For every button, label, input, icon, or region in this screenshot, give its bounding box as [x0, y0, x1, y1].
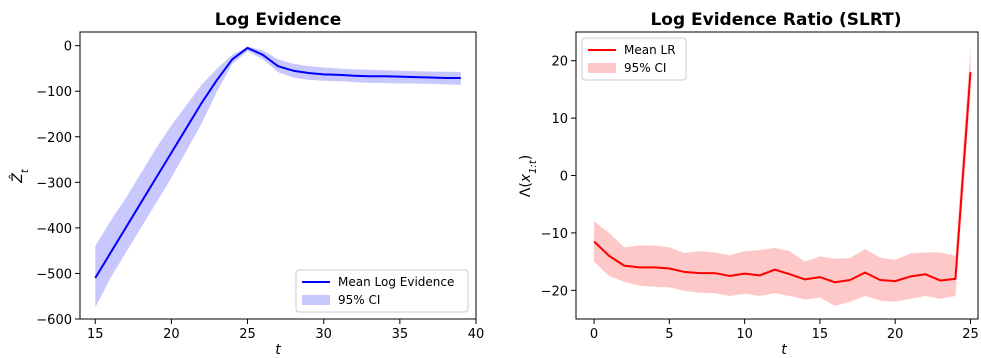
- plot-frame: [79, 31, 477, 320]
- y-tick-label: 0: [560, 170, 568, 185]
- legend-label: Mean Log Evidence: [338, 275, 454, 289]
- y-axis: 0 −100 −200 −300 −400 −500 −600: [36, 40, 80, 328]
- x-tick-label: 15: [812, 327, 829, 342]
- y-tick-label: −500: [36, 267, 72, 282]
- x-tick-label: 35: [392, 327, 409, 342]
- x-axis-label: t: [275, 342, 281, 358]
- legend-band-swatch: [302, 295, 330, 305]
- ci-band: [594, 46, 971, 306]
- ci-band-group: [95, 46, 461, 308]
- chart-title: Log Evidence: [215, 10, 342, 30]
- y-tick-label: −10: [541, 227, 568, 242]
- log-evidence-ratio-chart: Log Evidence Ratio (SLRT) 0 5 10 15 20 25 20 1…: [518, 10, 979, 358]
- x-tick-label: 5: [665, 327, 673, 342]
- x-tick-label: 30: [315, 327, 332, 342]
- x-tick-label: 20: [887, 327, 904, 342]
- y-tick-label: 20: [551, 55, 568, 70]
- chart-title: Log Evidence Ratio (SLRT): [650, 10, 901, 30]
- mean-line: [94, 46, 461, 279]
- log-evidence-chart: Log Evidence 15 20 25 30 35 40 0 −100 −200 −300 −…: [8, 10, 484, 358]
- y-tick-label: 10: [551, 112, 568, 127]
- x-axis: 0 5 10 15 20 25: [590, 319, 979, 342]
- x-axis-label: t: [781, 342, 787, 358]
- ci-band-group: [594, 46, 971, 306]
- y-tick-label: −400: [36, 222, 72, 237]
- legend: Mean Log Evidence 95% CI: [295, 269, 469, 313]
- y-tick-label: −300: [36, 176, 72, 191]
- x-tick-label: 25: [962, 327, 979, 342]
- y-tick-label: −600: [36, 313, 72, 328]
- x-tick-label: 15: [87, 327, 104, 342]
- y-axis-label: Λ(x1:t): [518, 155, 539, 197]
- mean-line-group: [593, 72, 972, 284]
- mean-line: [593, 72, 972, 284]
- y-tick-label: −100: [36, 85, 72, 100]
- x-tick-label: 20: [163, 327, 180, 342]
- x-tick-label: 25: [239, 327, 256, 342]
- x-tick-label: 40: [468, 327, 485, 342]
- y-tick-label: −200: [36, 131, 72, 146]
- legend-band-swatch: [588, 63, 616, 73]
- y-axis-label-subscript: t: [20, 168, 31, 173]
- y-tick-label: −20: [541, 284, 568, 299]
- y-axis-label: Ẑt: [8, 168, 31, 184]
- legend-label: 95% CI: [624, 61, 666, 75]
- legend-label: 95% CI: [338, 293, 380, 307]
- y-axis: 20 10 0 −10 −20: [541, 55, 576, 299]
- legend: Mean LR 95% CI: [581, 37, 687, 81]
- x-axis: 15 20 25 30 35 40: [87, 319, 484, 342]
- legend-box: [295, 269, 469, 313]
- ci-band: [95, 46, 461, 308]
- mean-line-group: [94, 46, 461, 279]
- y-tick-label: 0: [64, 40, 72, 55]
- x-tick-label: 0: [590, 327, 598, 342]
- legend-label: Mean LR: [624, 43, 676, 57]
- x-tick-label: 10: [736, 327, 753, 342]
